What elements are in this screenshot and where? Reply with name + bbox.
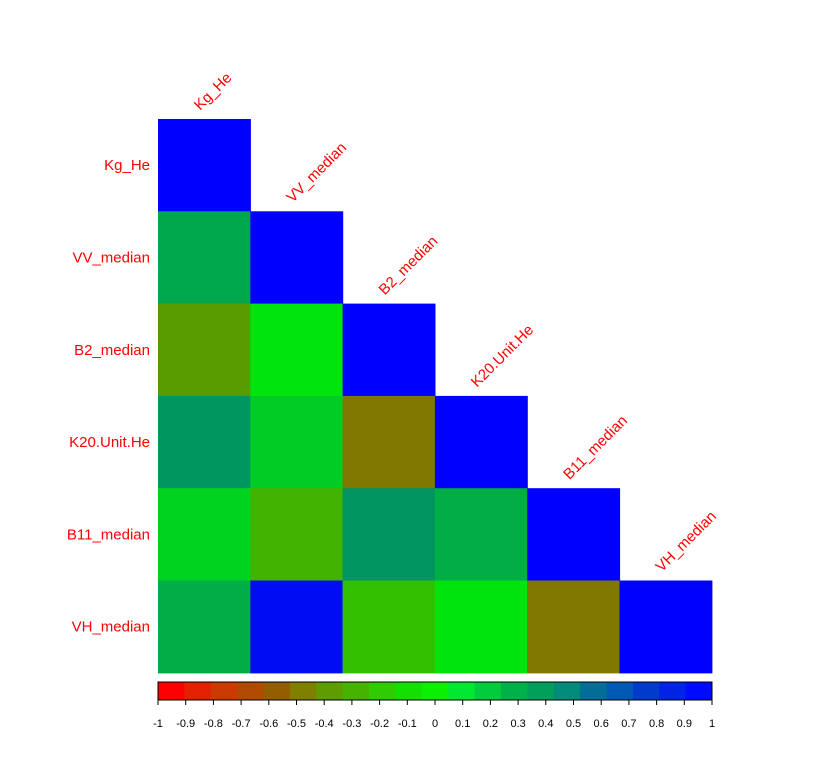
colorbar-tick-label: -0.5 [287, 718, 306, 730]
colorbar-tick-label: 1 [709, 718, 715, 730]
colorbar-segment [474, 682, 502, 700]
colorbar-tick-label: -0.3 [342, 718, 361, 730]
heatmap-cell-VV_median-VV_median [250, 211, 344, 305]
colorbar-segment [580, 682, 607, 700]
colorbar-segment [421, 682, 449, 700]
heatmap-cell-VV_median-Kg_He [158, 211, 251, 305]
column-label: B2_median [376, 233, 442, 299]
colorbar-tick-label: -0.1 [398, 718, 417, 730]
colorbar-segment [158, 682, 185, 700]
row-label: Kg_He [104, 157, 150, 174]
colorbar-segment [448, 682, 475, 700]
heatmap-cell-B11_median-K20.Unit.He [434, 488, 528, 582]
colorbar-tick-label: -0.9 [176, 718, 195, 730]
heatmap-cell-B2_median-B2_median [342, 303, 436, 397]
colorbar-tick-label: -0.7 [232, 718, 251, 730]
heatmap-cell-VH_median-VH_median [619, 580, 713, 674]
colorbar-tick-label: -1 [153, 718, 163, 730]
colorbar-tick-label: 0.5 [566, 718, 581, 730]
heatmap-cell-B2_median-VV_median [250, 303, 344, 397]
row-label: B11_median [67, 526, 150, 543]
colorbar-segment [289, 682, 317, 700]
column-label: K20.Unit.He [468, 322, 537, 391]
colorbar-tick-label: 0.1 [455, 718, 470, 730]
row-label: VV_median [72, 249, 150, 266]
colorbar-tick-label: 0.2 [483, 718, 498, 730]
colorbar-segment [342, 682, 370, 700]
colorbar-tick-label: 0.3 [510, 718, 525, 730]
colorbar-segment [210, 682, 238, 700]
colorbar-ticks: -1 -0.9 -0.8 -0.7 -0.6 -0.5 -0.4 -0.3 -0.2 -0.1 0 0… [153, 700, 715, 730]
colorbar-tick-label: -0.8 [204, 718, 223, 730]
heatmap-cell-B2_median-Kg_He [158, 303, 251, 397]
colorbar-segment [263, 682, 291, 700]
colorbar-segment [553, 682, 581, 700]
heatmap-cell-Kg_He-Kg_He [158, 119, 251, 212]
heatmap-cell-VH_median-B11_median [527, 580, 621, 674]
heatmap-cells [158, 119, 713, 674]
colorbar-tick-label: -0.2 [370, 718, 389, 730]
heatmap-cell-B11_median-B11_median [527, 488, 621, 582]
colorbar-tick-label: 0.6 [594, 718, 609, 730]
colorbar [157, 681, 713, 701]
colorbar-tick-label: 0.9 [677, 718, 692, 730]
colorbar-segment [237, 682, 264, 700]
colorbar-segment [395, 682, 423, 700]
colorbar-segment [659, 682, 687, 700]
heatmap-cell-VH_median-B2_median [342, 580, 436, 674]
colorbar-segment [369, 682, 396, 700]
colorbar-segment [606, 682, 634, 700]
heatmap-cell-VH_median-Kg_He [158, 580, 251, 674]
heatmap-cell-B11_median-B2_median [342, 488, 436, 582]
heatmap-cell-K20.Unit.He-Kg_He [158, 395, 251, 489]
row-label: VH_median [72, 619, 150, 636]
row-label: K20.Unit.He [69, 434, 150, 451]
heatmap-cell-B11_median-VV_median [250, 488, 344, 582]
colorbar-segment [632, 682, 660, 700]
column-label: Kg_He [191, 69, 235, 113]
heatmap-cell-VH_median-K20.Unit.He [434, 580, 528, 674]
row-label: B2_median [74, 342, 150, 359]
colorbar-segment [500, 682, 528, 700]
colorbar-tick-label: -0.6 [259, 718, 278, 730]
colorbar-segment [685, 682, 713, 700]
heatmap-cell-K20.Unit.He-VV_median [250, 395, 344, 489]
colorbar-tick-label: 0.4 [538, 718, 553, 730]
colorbar-tick-label: 0.8 [649, 718, 664, 730]
heatmap-cell-K20.Unit.He-B2_median [342, 395, 436, 489]
column-label: B11_median [560, 412, 631, 483]
heatmap-cell-K20.Unit.He-K20.Unit.He [434, 395, 528, 489]
colorbar-tick-label: -0.4 [315, 718, 334, 730]
column-label: VH_median [652, 508, 719, 575]
row-labels: Kg_He VV_median B2_median K20.Unit.He B11_me… [67, 157, 150, 636]
colorbar-tick-label: 0.7 [621, 718, 636, 730]
colorbar-tick-label: 0 [432, 718, 438, 730]
colorbar-segment [316, 682, 344, 700]
column-label: VV_median [283, 139, 350, 206]
heatmap-cell-B11_median-Kg_He [158, 488, 251, 582]
colorbar-segment [184, 682, 212, 700]
colorbar-segment [527, 682, 555, 700]
heatmap-cell-VH_median-VV_median [250, 580, 344, 674]
